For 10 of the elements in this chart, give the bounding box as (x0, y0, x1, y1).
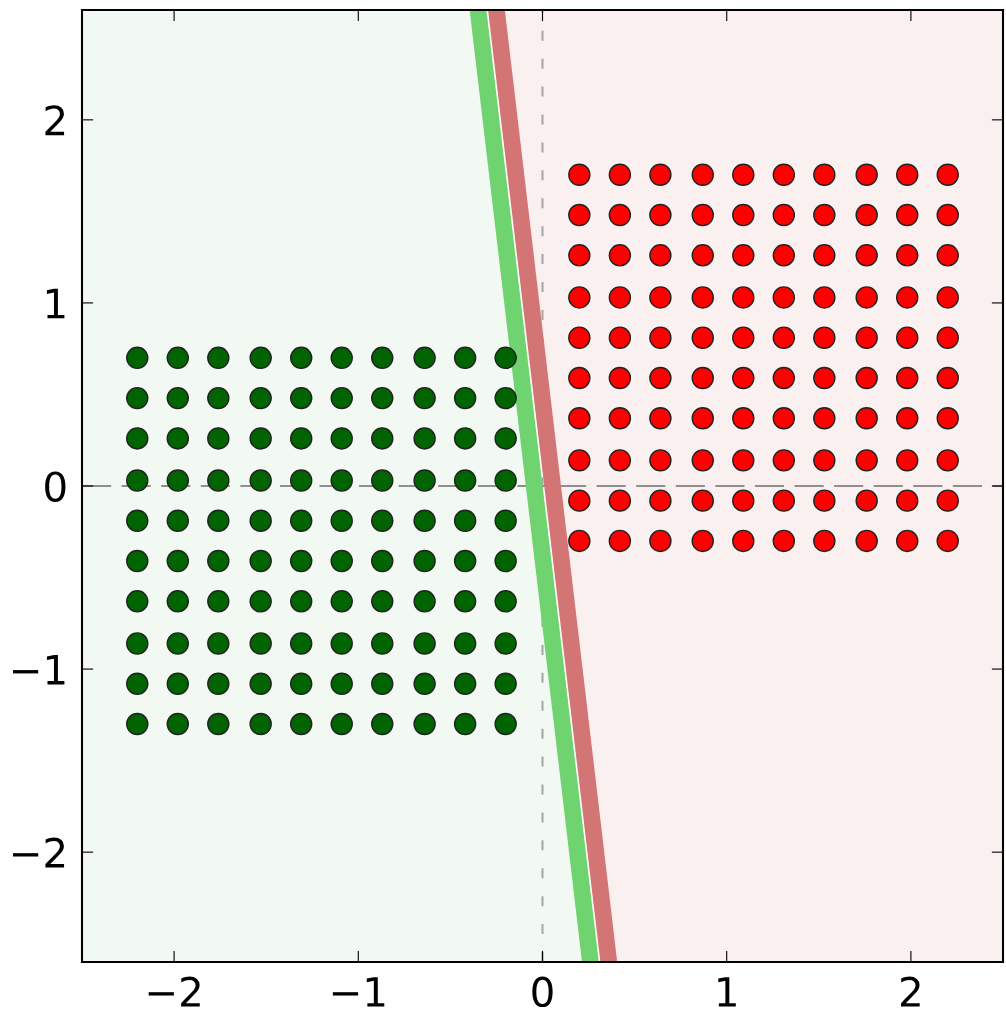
y-tick-label: −1 (13, 655, 65, 685)
y-tick-label: 2 (45, 105, 65, 136)
x-tick-label: −2 (148, 976, 200, 1007)
y-tick-label: 0 (45, 471, 66, 502)
y-tick-label: 1 (46, 288, 65, 319)
x-tick-label: 1 (718, 977, 736, 1007)
x-tick-label: 2 (901, 976, 920, 1007)
x-tick-label: −1 (332, 977, 385, 1007)
y-tick-label: −2 (13, 837, 65, 868)
x-tick-label: 0 (532, 976, 553, 1008)
